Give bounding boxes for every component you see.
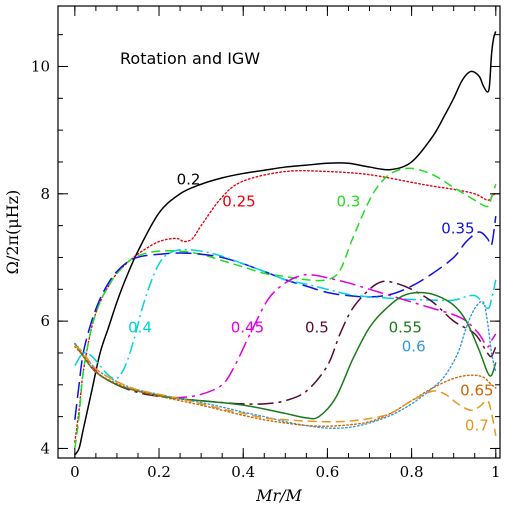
- series-line-0-5: [74, 280, 497, 405]
- series-label-0-6: 0.6: [402, 338, 426, 356]
- series-label-0-45: 0.45: [231, 319, 264, 337]
- x-tick-label: 1: [491, 463, 501, 481]
- series-label-0-2: 0.2: [177, 170, 201, 188]
- series-label-0-25: 0.25: [222, 193, 255, 211]
- series-label-0-35: 0.35: [441, 219, 474, 237]
- series-label-0-3: 0.3: [337, 193, 361, 211]
- plot-frame: [57, 5, 501, 459]
- x-tick-label: 0.8: [400, 463, 424, 481]
- series-line-0-2: [74, 31, 497, 456]
- series-line-0-25: [74, 169, 497, 443]
- series-line-0-6: [74, 300, 497, 429]
- series-line-0-65: [74, 345, 497, 427]
- x-tick-label: 0: [70, 463, 80, 481]
- tick-layer: 0 0.2 0.4 0.6 0.8 1 4 6 8 10: [31, 6, 501, 481]
- series-label-0-5: 0.5: [305, 319, 329, 337]
- x-tick-label: 0.2: [147, 463, 171, 481]
- series-line-0-7: [74, 344, 497, 436]
- series-label-0-7: 0.7: [465, 417, 489, 435]
- chart-title: Rotation and IGW: [120, 49, 260, 68]
- series-label-0-4: 0.4: [128, 319, 152, 337]
- series-line-0-55: [74, 291, 497, 420]
- y-tick-label: 4: [40, 439, 50, 457]
- y-tick-label: 8: [40, 185, 50, 203]
- series-line-0-4: [74, 248, 497, 380]
- y-tick-label: 6: [40, 312, 50, 330]
- x-tick-label: 0.6: [315, 463, 339, 481]
- series-layer: [74, 31, 497, 456]
- series-label-layer: 0.2 0.25 0.3 0.35 0.4 0.45 0.5 0.550.6 0.65 0.7: [128, 170, 493, 434]
- x-axis-title: Mr/M: [255, 486, 302, 505]
- y-axis-title: Ω/2π(μHz): [3, 190, 22, 275]
- series-label-0-65: 0.65: [460, 382, 493, 400]
- y-tick-label: 10: [31, 57, 50, 75]
- x-tick-label: 0.4: [231, 463, 255, 481]
- series-label-0-55: 0.55: [389, 319, 422, 337]
